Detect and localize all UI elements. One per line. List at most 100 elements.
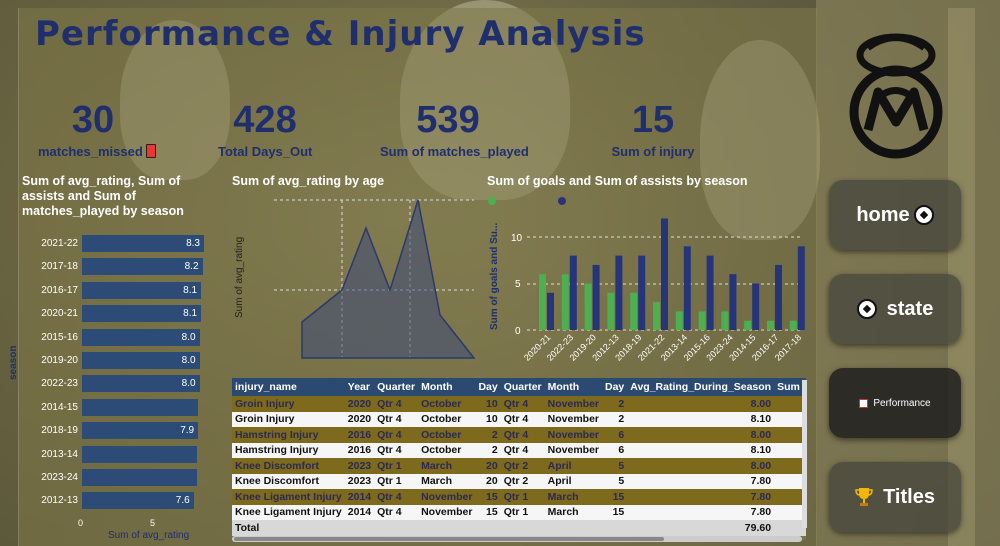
season-axis-title: season bbox=[8, 345, 19, 380]
goals-bar[interactable] bbox=[767, 320, 774, 330]
goals-bar[interactable] bbox=[607, 292, 615, 330]
column-header[interactable]: Quarter bbox=[374, 378, 419, 396]
goals-bar[interactable] bbox=[698, 311, 706, 330]
goals-bar[interactable] bbox=[584, 283, 592, 331]
performance-button[interactable]: Performance bbox=[829, 368, 961, 438]
season-x-tick: 0 bbox=[78, 518, 84, 528]
assists-bar[interactable] bbox=[683, 246, 691, 330]
state-button[interactable]: state bbox=[829, 274, 961, 344]
kpi-days-out: 428 Total Days_Out bbox=[218, 100, 312, 159]
column-header[interactable]: Day bbox=[475, 378, 501, 396]
assists-bar[interactable] bbox=[797, 246, 805, 330]
season-bar[interactable] bbox=[82, 492, 194, 510]
table-row[interactable]: Knee Ligament Injury 2014 Qtr 4 November 15 Q… bbox=[232, 489, 806, 505]
season-category-label: 2014-15 bbox=[41, 401, 78, 413]
table-row[interactable]: Hamstring Injury 2016 Qtr 4 October 2 Qtr 4 No… bbox=[232, 427, 806, 443]
table-cell bbox=[774, 458, 806, 474]
column-header[interactable]: Year bbox=[344, 378, 375, 396]
column-header[interactable]: Sum of bbox=[774, 378, 806, 396]
goals-bar[interactable] bbox=[539, 274, 546, 330]
scrollbar-thumb[interactable] bbox=[234, 537, 664, 541]
goals-bar[interactable] bbox=[561, 274, 569, 330]
table-cell: 6 bbox=[602, 427, 628, 443]
goals-y-tick: 5 bbox=[515, 279, 521, 290]
goals-bar[interactable] bbox=[675, 311, 683, 330]
season-bar[interactable] bbox=[82, 305, 202, 323]
assists-bar[interactable] bbox=[752, 283, 760, 331]
table-cell: Qtr 4 bbox=[500, 396, 545, 412]
table-cell: Qtr 4 bbox=[374, 504, 419, 520]
injury-table[interactable]: injury_name Year Quarter Month Day Quart… bbox=[232, 378, 806, 540]
assists-bar[interactable] bbox=[706, 255, 714, 330]
assists-bar[interactable] bbox=[775, 264, 782, 330]
season-bar[interactable] bbox=[82, 281, 202, 299]
season-bar-value: 8.1 bbox=[183, 284, 198, 296]
vertical-scrollbar[interactable] bbox=[802, 380, 807, 528]
table-cell: Qtr 4 bbox=[374, 489, 419, 505]
column-header[interactable]: injury_name bbox=[232, 378, 345, 396]
table-cell: 2023 bbox=[344, 458, 375, 474]
season-bar[interactable] bbox=[82, 328, 200, 346]
table-cell: Qtr 1 bbox=[374, 458, 419, 474]
season-bar[interactable] bbox=[82, 398, 199, 416]
goals-bar[interactable] bbox=[744, 320, 752, 330]
table-cell: 10 bbox=[475, 396, 501, 412]
goals-bar[interactable] bbox=[789, 320, 797, 330]
club-logo bbox=[849, 33, 943, 159]
season-bar[interactable] bbox=[82, 469, 197, 486]
table-cell: 7.80 bbox=[627, 489, 775, 505]
table-header-row: injury_name Year Quarter Month Day Quart… bbox=[232, 378, 806, 396]
season-x-tick: 5 bbox=[150, 518, 156, 528]
column-header[interactable]: Quarter bbox=[500, 378, 545, 396]
table-cell: Qtr 1 bbox=[500, 489, 545, 505]
table-row[interactable]: Knee Ligament Injury 2014 Qtr 4 November 15 Q… bbox=[232, 504, 806, 520]
season-bar[interactable] bbox=[82, 375, 200, 393]
table-cell bbox=[774, 442, 806, 458]
horizontal-scrollbar[interactable] bbox=[232, 536, 802, 542]
assists-bar[interactable] bbox=[569, 255, 577, 330]
table-row[interactable]: Knee Discomfort 2023 Qtr 1 March 20 Qtr 2 Apri… bbox=[232, 458, 806, 474]
column-header[interactable]: Month bbox=[418, 378, 476, 396]
assists-bar[interactable] bbox=[661, 218, 668, 330]
table-cell: 2020 bbox=[344, 396, 375, 412]
assists-bar[interactable] bbox=[729, 274, 737, 330]
goals-bar[interactable] bbox=[653, 302, 660, 330]
goals-bar[interactable] bbox=[630, 292, 638, 330]
column-header[interactable]: Avg_Rating_During_Season bbox=[627, 378, 775, 396]
page-title: Performance & Injury Analysis bbox=[35, 14, 646, 54]
table-total-row: Total 79.60 bbox=[232, 520, 806, 536]
table-row[interactable]: Knee Discomfort 2023 Qtr 1 March 20 Qtr 2 Apri… bbox=[232, 473, 806, 489]
season-category-label: 2019-20 bbox=[41, 355, 78, 366]
table-cell: Qtr 1 bbox=[500, 504, 545, 520]
age-chart[interactable]: Sum of avg_rating bbox=[232, 190, 480, 370]
season-category-label: 2020-21 bbox=[41, 308, 78, 320]
table-cell: Qtr 4 bbox=[500, 427, 545, 443]
table-row[interactable]: Hamstring Injury 2016 Qtr 4 October 2 Qtr 4 No… bbox=[232, 442, 806, 458]
season-bar[interactable] bbox=[82, 235, 204, 252]
assists-bar[interactable] bbox=[547, 292, 554, 330]
table-cell bbox=[774, 489, 806, 505]
table-cell bbox=[475, 520, 501, 536]
table-cell: 2020 bbox=[344, 411, 375, 427]
table-cell: Qtr 4 bbox=[374, 396, 419, 412]
column-header[interactable]: Month bbox=[544, 378, 602, 396]
titles-button[interactable]: Titles bbox=[829, 462, 961, 532]
assists-bar[interactable] bbox=[638, 255, 646, 330]
season-bar[interactable] bbox=[82, 445, 197, 463]
table-cell bbox=[374, 520, 419, 536]
home-button[interactable]: home bbox=[829, 180, 961, 250]
goals-bar[interactable] bbox=[721, 311, 729, 330]
table-row[interactable]: Groin Injury 2020 Qtr 4 October 10 Qtr 4 Novem… bbox=[232, 396, 806, 412]
assists-bar[interactable] bbox=[592, 264, 600, 330]
assists-bar[interactable] bbox=[615, 255, 623, 330]
season-category-label: 2021-22 bbox=[41, 238, 78, 249]
table-cell: 8.00 bbox=[627, 427, 775, 443]
goals-chart[interactable]: Sum of goals and Su... 10 5 0 2020-21202… bbox=[487, 210, 807, 370]
table-cell: 2 bbox=[602, 411, 628, 427]
column-header[interactable]: Day bbox=[602, 378, 628, 396]
table-row[interactable]: Groin Injury 2020 Qtr 4 October 10 Qtr 4 Novem… bbox=[232, 411, 806, 427]
season-bar[interactable] bbox=[82, 422, 199, 440]
season-bar[interactable] bbox=[82, 258, 203, 276]
season-bar[interactable] bbox=[82, 352, 200, 369]
legend-assists-marker bbox=[558, 197, 566, 205]
